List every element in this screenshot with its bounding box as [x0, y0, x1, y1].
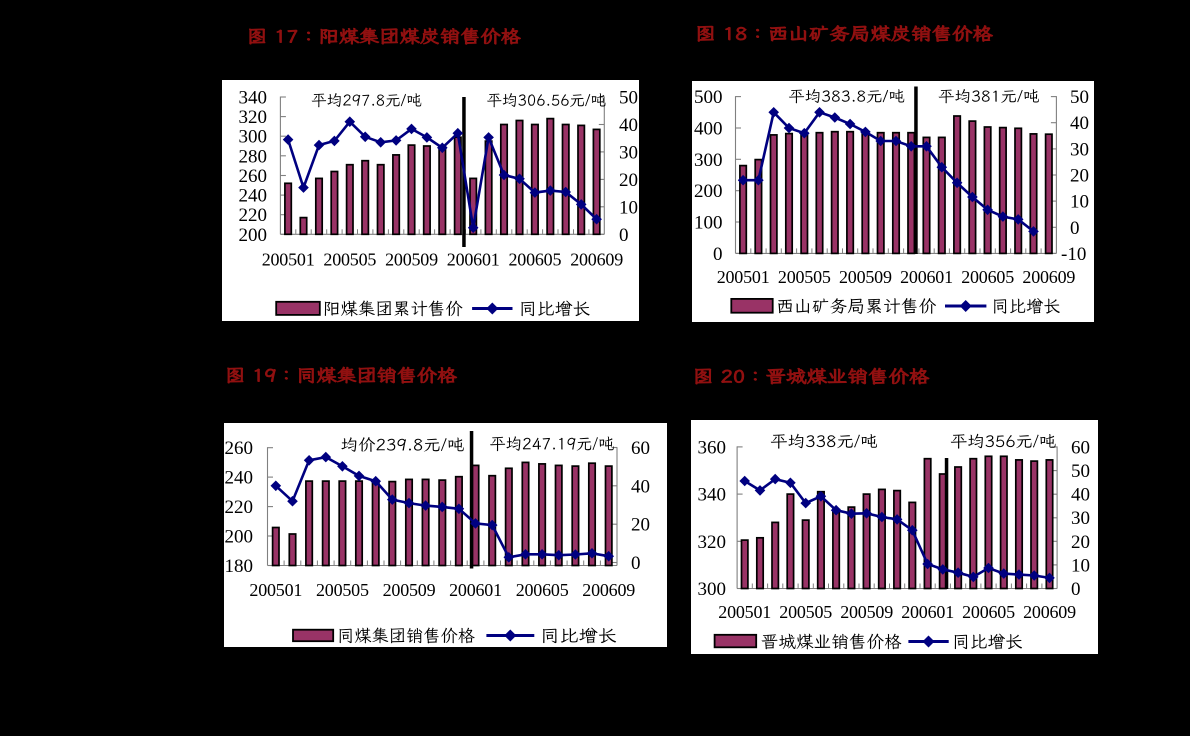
svg-text:200501: 200501: [718, 602, 771, 622]
svg-text:200601: 200601: [901, 602, 954, 622]
svg-text:0: 0: [1071, 579, 1081, 600]
svg-text:-10: -10: [1061, 244, 1086, 265]
svg-text:180: 180: [225, 556, 254, 577]
svg-text:200509: 200509: [383, 580, 436, 600]
svg-text:240: 240: [225, 468, 254, 489]
svg-text:200605: 200605: [516, 580, 569, 600]
svg-text:320: 320: [698, 532, 727, 553]
svg-text:40: 40: [631, 476, 650, 497]
svg-text:200609: 200609: [1023, 602, 1076, 622]
svg-text:10: 10: [1070, 192, 1089, 213]
svg-text:200501: 200501: [262, 250, 315, 270]
svg-text:200: 200: [225, 527, 254, 548]
svg-text:40: 40: [619, 115, 638, 136]
svg-text:0: 0: [1070, 218, 1080, 239]
svg-text:200501: 200501: [249, 580, 302, 600]
svg-text:200501: 200501: [717, 267, 770, 287]
svg-text:340: 340: [239, 88, 268, 109]
svg-text:400: 400: [694, 119, 723, 140]
svg-text:200509: 200509: [839, 267, 892, 287]
svg-text:50: 50: [619, 88, 638, 109]
svg-text:200609: 200609: [570, 250, 623, 270]
svg-text:200601: 200601: [447, 250, 500, 270]
svg-text:200509: 200509: [840, 602, 893, 622]
svg-text:100: 100: [694, 213, 723, 234]
svg-text:30: 30: [1071, 508, 1090, 529]
svg-text:200: 200: [694, 181, 723, 202]
svg-text:200605: 200605: [961, 267, 1014, 287]
svg-text:40: 40: [1071, 485, 1090, 506]
svg-text:60: 60: [1071, 438, 1090, 459]
svg-text:200609: 200609: [1022, 267, 1075, 287]
svg-text:30: 30: [619, 142, 638, 163]
svg-text:300: 300: [694, 150, 723, 171]
svg-text:200605: 200605: [962, 602, 1015, 622]
svg-text:200509: 200509: [385, 250, 438, 270]
svg-text:240: 240: [239, 186, 268, 207]
svg-text:0: 0: [631, 553, 641, 574]
svg-text:10: 10: [1071, 555, 1090, 576]
svg-text:200601: 200601: [900, 267, 953, 287]
svg-text:20: 20: [619, 170, 638, 191]
svg-text:20: 20: [1071, 532, 1090, 553]
svg-text:20: 20: [631, 515, 650, 536]
svg-text:30: 30: [1070, 139, 1089, 160]
svg-text:200505: 200505: [778, 267, 831, 287]
svg-text:200505: 200505: [779, 602, 832, 622]
svg-text:360: 360: [698, 437, 727, 458]
svg-text:200505: 200505: [323, 250, 376, 270]
svg-text:300: 300: [698, 579, 727, 600]
svg-text:260: 260: [225, 438, 254, 459]
svg-text:200505: 200505: [316, 580, 369, 600]
svg-text:10: 10: [619, 197, 638, 218]
svg-text:500: 500: [694, 87, 723, 108]
svg-text:60: 60: [631, 438, 650, 459]
svg-text:260: 260: [239, 166, 268, 187]
svg-text:0: 0: [619, 225, 629, 246]
svg-text:20: 20: [1070, 166, 1089, 187]
svg-text:40: 40: [1070, 113, 1089, 134]
svg-text:320: 320: [239, 107, 268, 128]
svg-text:50: 50: [1071, 461, 1090, 482]
svg-text:200609: 200609: [582, 580, 635, 600]
svg-text:280: 280: [239, 146, 268, 167]
svg-text:50: 50: [1070, 87, 1089, 108]
svg-text:200605: 200605: [508, 250, 561, 270]
svg-text:200: 200: [239, 225, 268, 246]
svg-text:220: 220: [225, 497, 254, 518]
svg-text:300: 300: [239, 127, 268, 148]
svg-text:0: 0: [713, 244, 723, 265]
svg-text:200601: 200601: [449, 580, 502, 600]
svg-text:220: 220: [239, 205, 268, 226]
svg-text:340: 340: [698, 485, 727, 506]
